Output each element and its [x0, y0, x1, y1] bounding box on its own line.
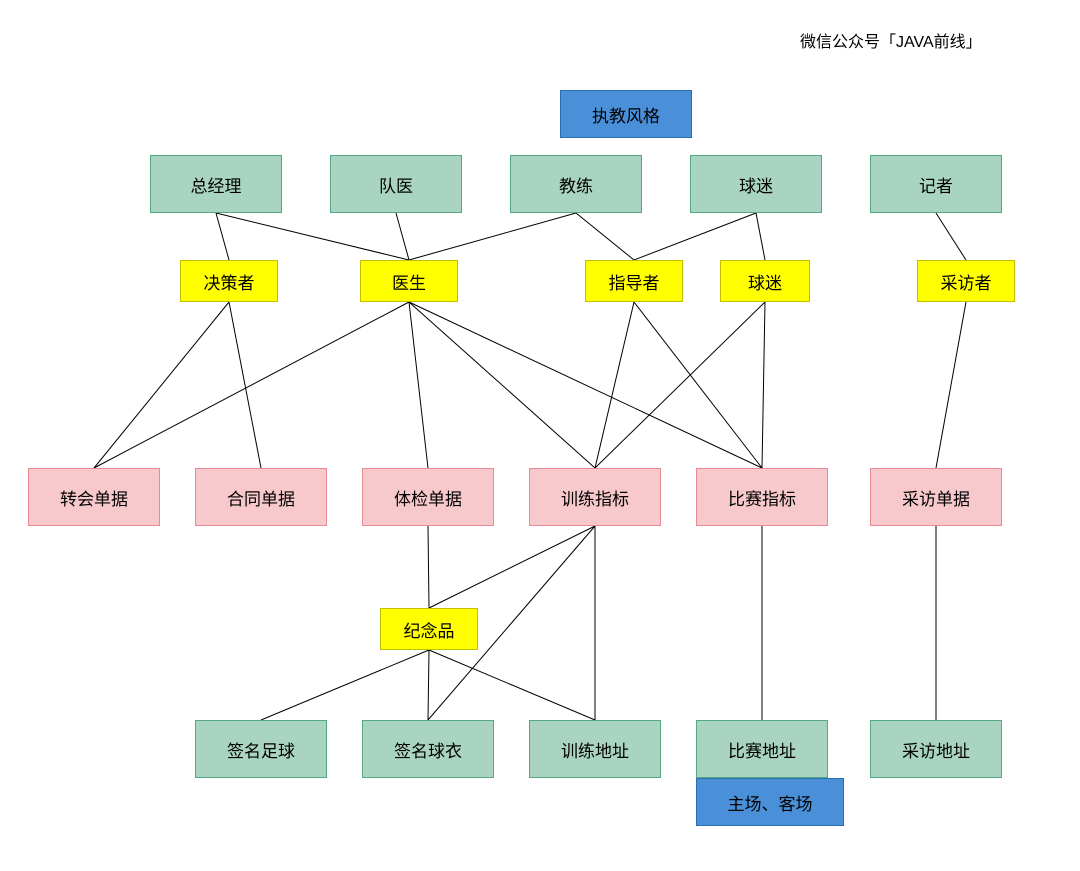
node-label: 决策者: [204, 269, 255, 294]
edge: [428, 526, 429, 608]
node-label: 比赛地址: [728, 737, 796, 762]
node-label: 医生: [392, 269, 426, 294]
node-doc: 医生: [360, 260, 458, 302]
edge: [229, 302, 261, 468]
node-label: 指导者: [609, 269, 660, 294]
node-label: 总经理: [191, 172, 242, 197]
watermark-text: 微信公众号「JAVA前线」: [800, 28, 982, 52]
node-label: 采访单据: [902, 485, 970, 510]
edge: [429, 650, 595, 720]
edge: [94, 302, 409, 468]
node-trainidx: 训练指标: [529, 468, 661, 526]
edge: [261, 650, 429, 720]
node-homeaway: 主场、客场: [696, 778, 844, 826]
edge: [595, 302, 634, 468]
edge: [756, 213, 765, 260]
node-style: 执教风格: [560, 90, 692, 138]
node-label: 采访地址: [902, 737, 970, 762]
edge: [576, 213, 634, 260]
edge: [216, 213, 409, 260]
node-label: 比赛指标: [728, 485, 796, 510]
node-medcheck: 体检单据: [362, 468, 494, 526]
node-label: 签名球衣: [394, 737, 462, 762]
node-label: 纪念品: [404, 617, 455, 642]
node-fan2: 球迷: [720, 260, 810, 302]
node-reporter: 记者: [870, 155, 1002, 213]
node-label: 球迷: [748, 269, 782, 294]
node-coach: 教练: [510, 155, 642, 213]
edge: [429, 526, 595, 608]
node-label: 执教风格: [592, 102, 660, 127]
edge: [634, 213, 756, 260]
node-signshirt: 签名球衣: [362, 720, 494, 778]
node-label: 合同单据: [227, 485, 295, 510]
edge: [634, 302, 762, 468]
node-label: 训练指标: [561, 485, 629, 510]
edge: [409, 302, 762, 468]
edge: [762, 302, 765, 468]
node-label: 记者: [919, 172, 953, 197]
edge: [936, 302, 966, 468]
node-decider: 决策者: [180, 260, 278, 302]
node-doctor: 队医: [330, 155, 462, 213]
node-intervaddr: 采访地址: [870, 720, 1002, 778]
node-transfer: 转会单据: [28, 468, 160, 526]
node-label: 主场、客场: [728, 790, 813, 815]
edge: [428, 650, 429, 720]
node-label: 训练地址: [561, 737, 629, 762]
node-intervdoc: 采访单据: [870, 468, 1002, 526]
node-souvenir: 纪念品: [380, 608, 478, 650]
node-trainaddr: 训练地址: [529, 720, 661, 778]
edge: [94, 302, 229, 468]
node-contract: 合同单据: [195, 468, 327, 526]
node-signball: 签名足球: [195, 720, 327, 778]
node-matchaddr: 比赛地址: [696, 720, 828, 778]
node-interv: 采访者: [917, 260, 1015, 302]
edge: [595, 302, 765, 468]
edge: [936, 213, 966, 260]
node-matchidx: 比赛指标: [696, 468, 828, 526]
node-guide: 指导者: [585, 260, 683, 302]
node-label: 采访者: [941, 269, 992, 294]
edge: [409, 213, 576, 260]
node-label: 体检单据: [394, 485, 462, 510]
edge: [409, 302, 595, 468]
node-gm: 总经理: [150, 155, 282, 213]
node-label: 转会单据: [60, 485, 128, 510]
edge: [216, 213, 229, 260]
node-label: 教练: [559, 172, 593, 197]
edge: [396, 213, 409, 260]
node-label: 队医: [379, 172, 413, 197]
edge: [409, 302, 428, 468]
node-label: 签名足球: [227, 737, 295, 762]
node-label: 球迷: [739, 172, 773, 197]
node-fan: 球迷: [690, 155, 822, 213]
